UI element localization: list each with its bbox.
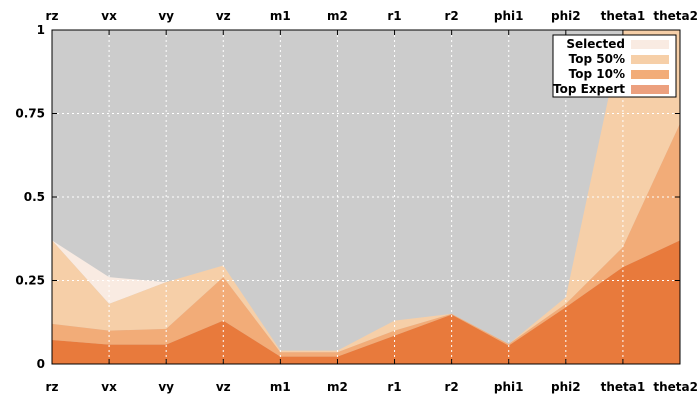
x-tick-label-top-phi1: phi1 (494, 9, 524, 23)
y-tick-label-0: 0 (37, 357, 45, 371)
x-tick-label-bottom-m2: m2 (327, 380, 348, 394)
legend-swatch-1 (631, 55, 669, 64)
legend-swatch-0 (631, 40, 669, 49)
x-tick-label-top-m2: m2 (327, 9, 348, 23)
legend-swatch-3 (631, 85, 669, 94)
x-tick-label-top-r2: r2 (444, 9, 458, 23)
x-tick-label-top-r1: r1 (387, 9, 401, 23)
legend-swatch-2 (631, 70, 669, 79)
series-band-3 (52, 240, 680, 364)
x-tick-label-bottom-theta2: theta2 (653, 380, 698, 394)
x-tick-label-bottom-vz: vz (216, 380, 231, 394)
series-band-1 (52, 30, 680, 353)
x-tick-label-bottom-vx: vx (101, 380, 117, 394)
axis-ticks: rz rz vx vx vy vy vz vz m1 m1 m2 m2 r1 r1 r2 r2 phi1 phi1… (15, 9, 698, 394)
x-tick-label-top-rz: rz (46, 9, 59, 23)
x-tick-label-top-vy: vy (158, 9, 174, 23)
x-tick-label-bottom-phi2: phi2 (551, 380, 581, 394)
x-tick-label-bottom-r1: r1 (387, 380, 401, 394)
legend-label-1: Top 50% (569, 52, 625, 66)
x-tick-label-bottom-rz: rz (46, 380, 59, 394)
legend-label-0: Selected (566, 37, 625, 51)
y-tick-label-3: 0.75 (15, 107, 45, 121)
x-tick-label-bottom-r2: r2 (444, 380, 458, 394)
x-tick-label-top-theta2: theta2 (653, 9, 698, 23)
legend-label-2: Top 10% (569, 67, 625, 81)
x-tick-label-top-theta1: theta1 (601, 9, 646, 23)
y-tick-label-2: 0.5 (24, 190, 45, 204)
x-tick-label-bottom-theta1: theta1 (601, 380, 646, 394)
x-tick-label-bottom-vy: vy (158, 380, 174, 394)
series-band-2 (52, 123, 680, 357)
x-tick-label-top-phi2: phi2 (551, 9, 581, 23)
x-tick-label-top-vx: vx (101, 9, 117, 23)
x-tick-label-bottom-m1: m1 (270, 380, 291, 394)
y-tick-label-1: 0.25 (15, 274, 45, 288)
y-tick-label-4: 1 (37, 23, 45, 37)
legend-label-3: Top Expert (553, 82, 625, 96)
x-tick-label-bottom-phi1: phi1 (494, 380, 524, 394)
x-tick-label-top-vz: vz (216, 9, 231, 23)
x-tick-label-top-m1: m1 (270, 9, 291, 23)
